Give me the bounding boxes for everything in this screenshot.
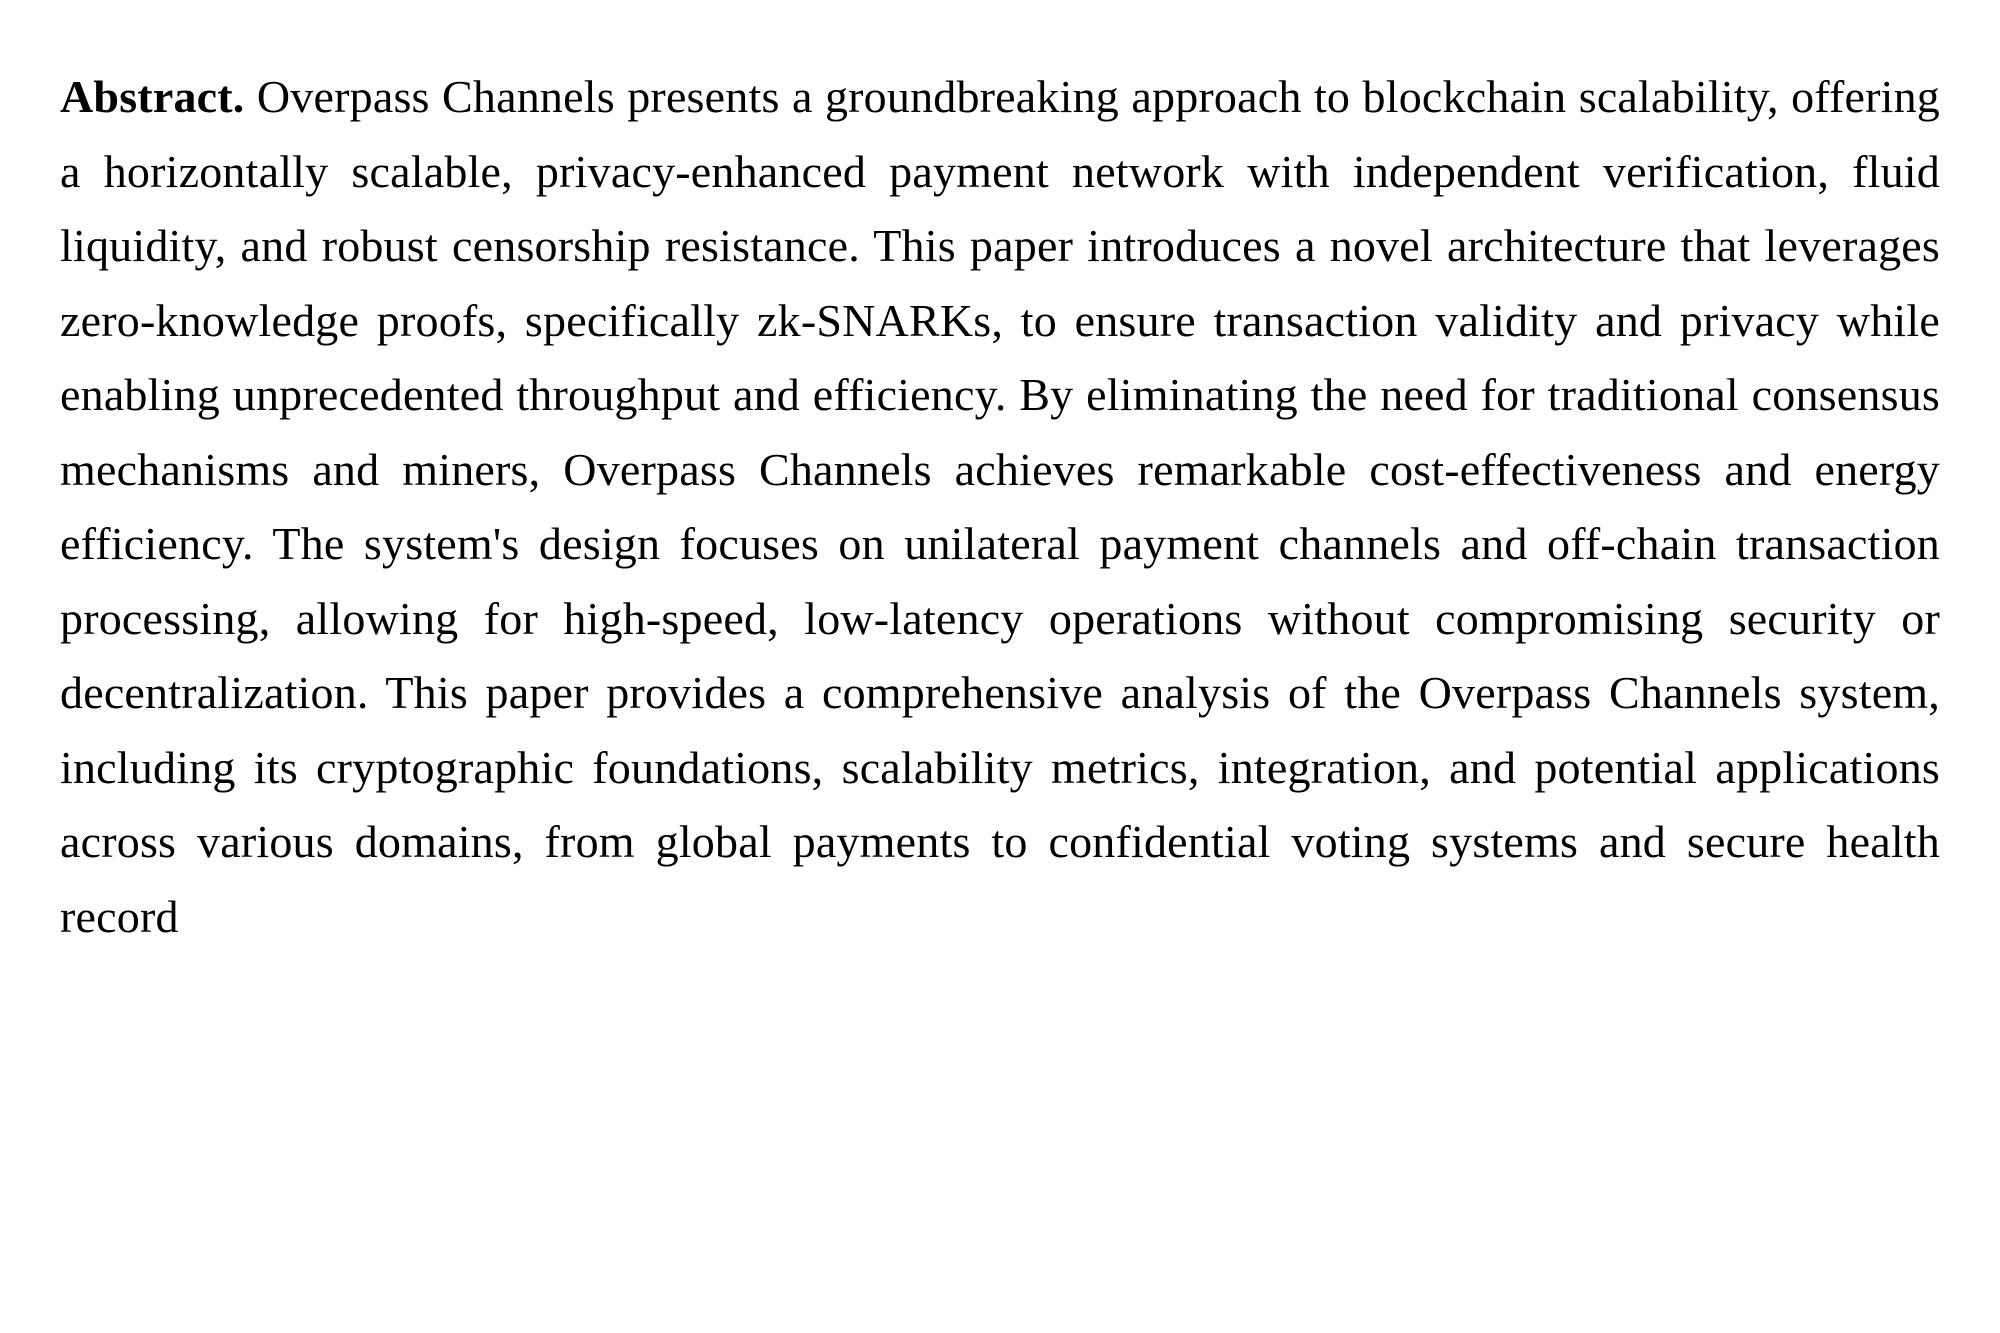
abstract-body: Overpass Channels presents a groundbreak…: [60, 71, 1940, 942]
abstract-label: Abstract.: [60, 71, 244, 122]
abstract-paragraph: Abstract. Overpass Channels presents a g…: [60, 60, 1940, 954]
